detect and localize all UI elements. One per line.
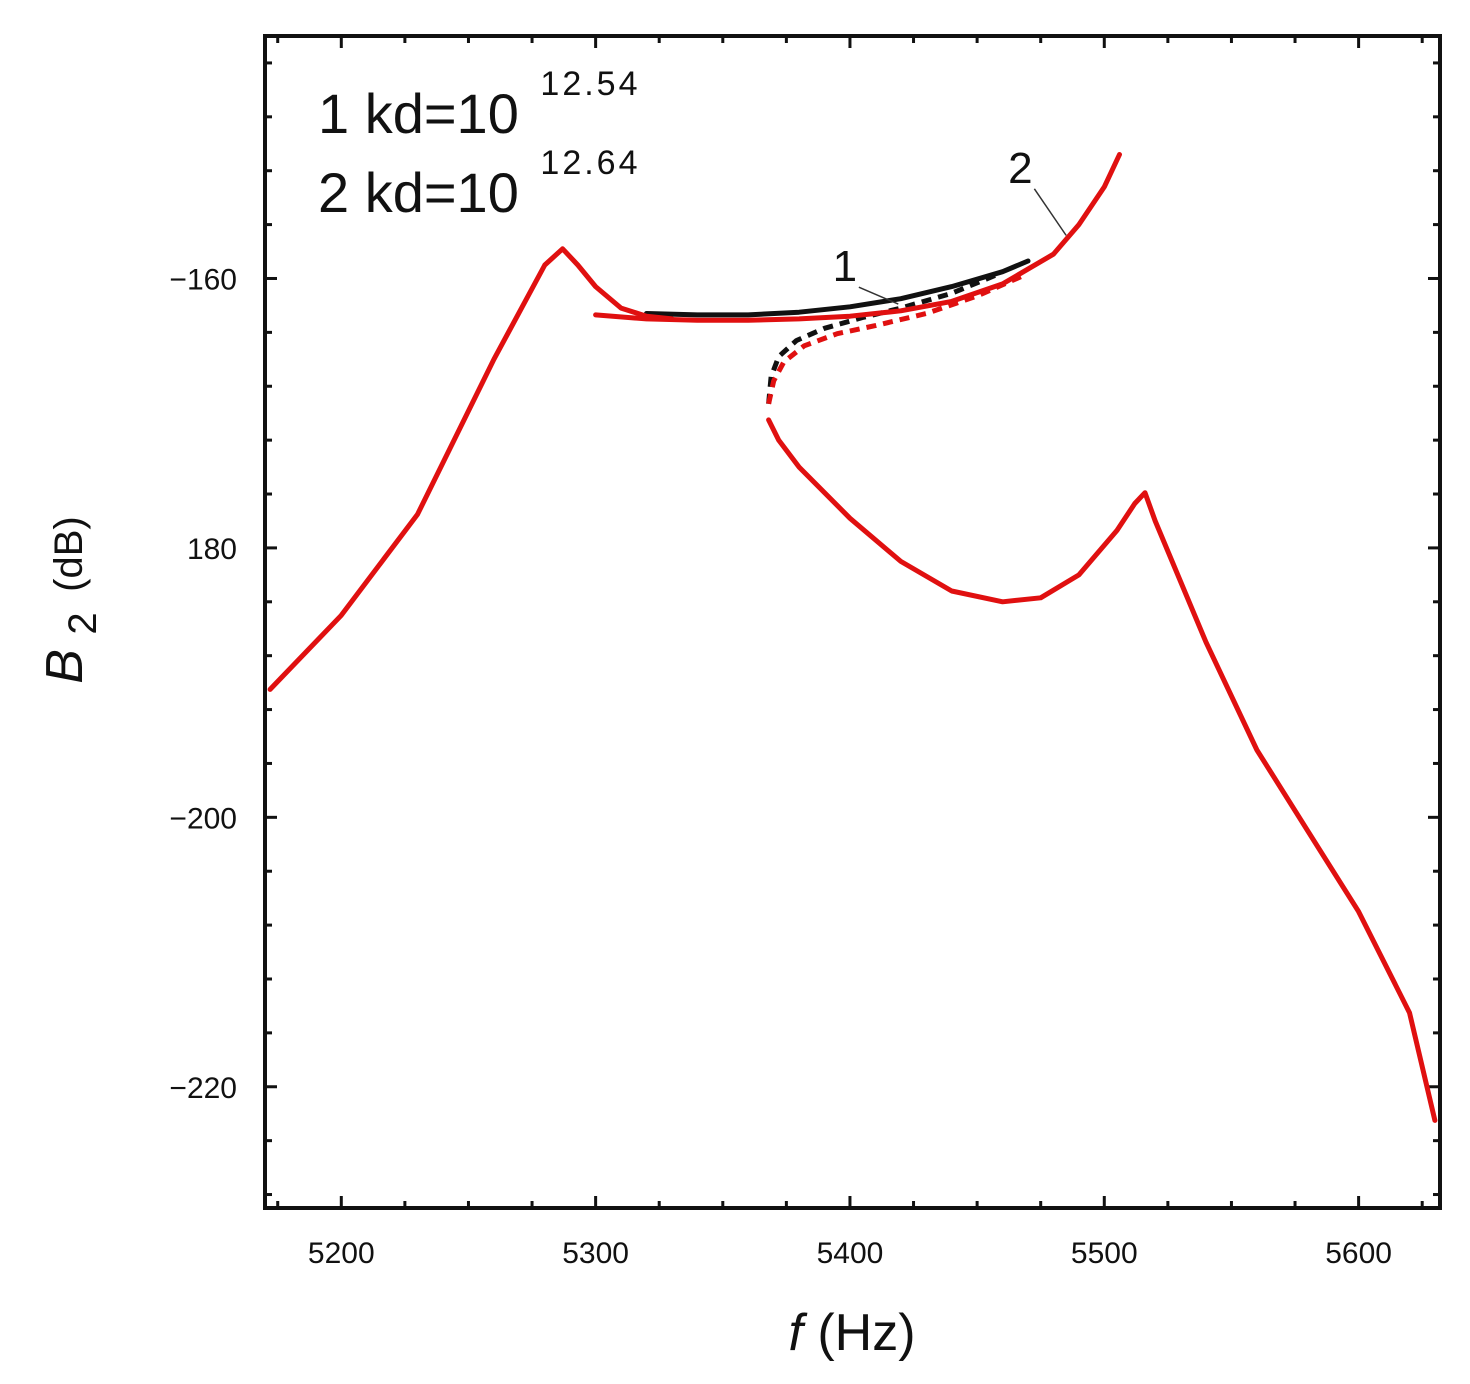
annotation-leader-1 xyxy=(858,286,899,305)
x-axis-title: f (Hz) xyxy=(788,1304,915,1362)
curve-annotations: 12 xyxy=(833,144,1067,305)
y-tick-label: −160 xyxy=(169,263,237,296)
x-tick-label: 5400 xyxy=(817,1237,884,1270)
x-axis-unit: (Hz) xyxy=(817,1304,915,1362)
series-lines xyxy=(267,152,1438,1123)
legend-line-1-exponent: 12.54 xyxy=(540,65,640,103)
annotation-leader-2 xyxy=(1033,188,1067,236)
legend: 1 kd=10 12.54 2 kd=10 12.64 xyxy=(318,65,641,224)
legend-line-2: 2 kd=10 12.64 xyxy=(318,144,641,224)
series-line-6 xyxy=(766,417,1438,1123)
x-tick-label: 5500 xyxy=(1071,1237,1138,1270)
plot-frame xyxy=(263,34,1442,1210)
series-line-2 xyxy=(766,272,999,405)
series-line-4 xyxy=(766,273,1024,405)
series-line-5 xyxy=(267,246,675,692)
y-tick-label: −220 xyxy=(169,1072,237,1105)
legend-line-2-prefix: 2 kd=10 xyxy=(318,161,519,224)
legend-line-1: 1 kd=10 12.54 xyxy=(318,65,641,145)
curve-label-1: 1 xyxy=(833,242,857,291)
x-tick-label: 5200 xyxy=(308,1237,375,1270)
curve-label-2: 2 xyxy=(1008,144,1032,193)
y-axis-subscript: 2 xyxy=(61,612,105,634)
legend-line-2-exponent: 12.64 xyxy=(540,144,640,182)
x-tick-label: 5600 xyxy=(1325,1237,1392,1270)
x-axis-variable: f xyxy=(788,1304,807,1362)
axis-ticks: 5200 5300 5400 5500 5600 −160 180 −200 −220 xyxy=(169,36,1440,1270)
y-axis-unit: (dB) xyxy=(47,516,91,592)
x-tick-label: 5300 xyxy=(562,1237,629,1270)
y-tick-label: −200 xyxy=(169,802,237,835)
y-axis-title: B 2 (dB) xyxy=(36,516,108,683)
legend-line-1-prefix: 1 kd=10 xyxy=(318,82,519,145)
y-axis-variable: B xyxy=(36,649,94,684)
y-tick-label: 180 xyxy=(187,533,237,566)
series-line-3 xyxy=(593,152,1122,323)
